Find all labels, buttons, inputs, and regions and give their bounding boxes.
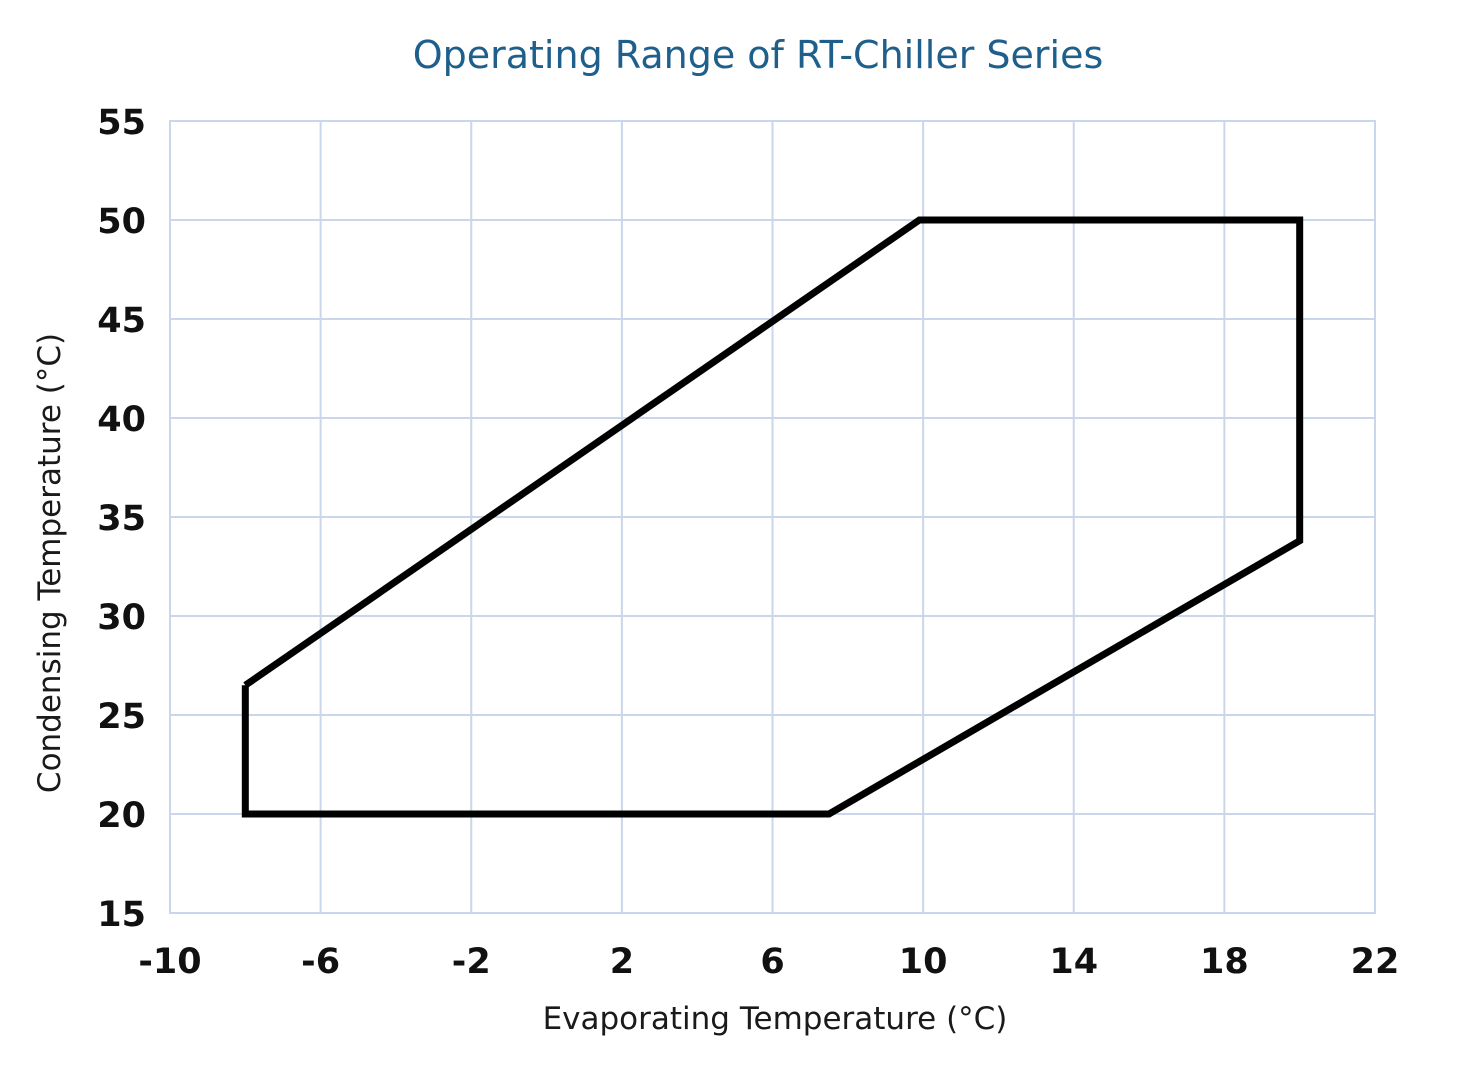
gridlines <box>169 120 1376 914</box>
y-tick-label: 50 <box>97 202 146 242</box>
y-tick-label: 40 <box>97 400 146 440</box>
x-tick-label: 22 <box>1351 942 1400 982</box>
y-tick-label: 55 <box>97 103 146 143</box>
y-tick-label: 30 <box>97 598 146 638</box>
y-tick-label: 15 <box>97 895 146 935</box>
x-tick-label: 10 <box>899 942 948 982</box>
x-tick-label: -10 <box>138 942 201 982</box>
y-tick-label: 25 <box>97 697 146 737</box>
x-tick-label: 18 <box>1200 942 1249 982</box>
x-axis-ticks: -10 -6 -2 2 6 10 14 18 22 <box>138 942 1399 982</box>
chart-title: Operating Range of RT-Chiller Series <box>413 33 1104 77</box>
series-layer <box>241 216 1304 818</box>
operating-range-outline <box>241 216 1304 818</box>
y-tick-label: 45 <box>97 301 146 341</box>
y-axis-label: Condensing Temperature (°C) <box>32 333 68 793</box>
x-tick-label: -6 <box>301 942 340 982</box>
x-tick-label: 2 <box>610 942 634 982</box>
y-axis-ticks: 15 20 25 30 35 40 45 50 55 <box>97 103 146 935</box>
y-tick-label: 20 <box>97 796 146 836</box>
x-tick-label: -2 <box>452 942 491 982</box>
y-tick-label: 35 <box>97 499 146 539</box>
x-axis-label: Evaporating Temperature (°C) <box>543 1001 1008 1037</box>
x-tick-label: 6 <box>760 942 784 982</box>
plot-area <box>169 120 1376 914</box>
x-tick-label: 14 <box>1049 942 1098 982</box>
